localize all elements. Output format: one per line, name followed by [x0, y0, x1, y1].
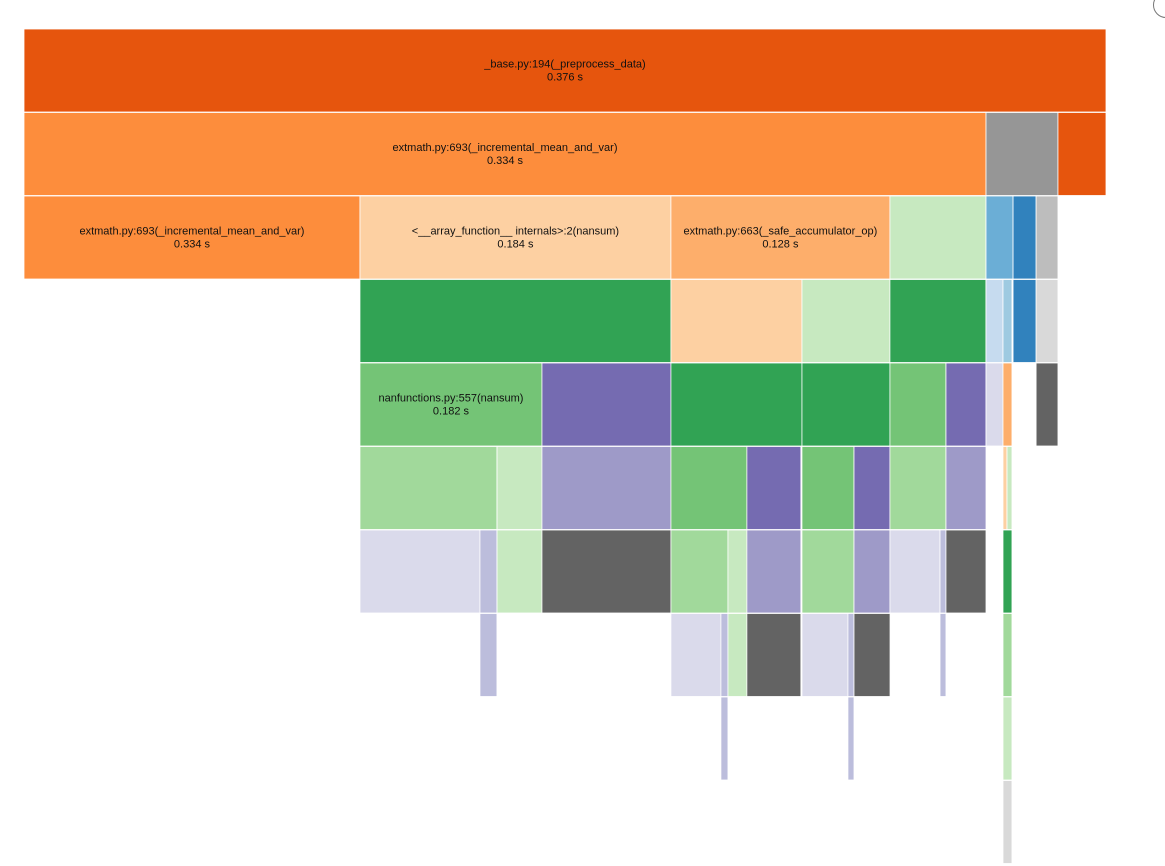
- icicle-cell-n6l[interactable]: [945, 529, 987, 614]
- icicle-cell-n2b[interactable]: [359, 195, 672, 280]
- icicle-cell-n2g[interactable]: [1035, 195, 1059, 280]
- icicle-cell-n4b[interactable]: [541, 362, 672, 447]
- icicle-cell-n5f[interactable]: [801, 446, 855, 530]
- icicle-cell-n5g[interactable]: [853, 446, 891, 530]
- icicle-cell-n4f[interactable]: [945, 362, 987, 447]
- cell-label-n2b: <__array_function__ internals>:2(nansum): [412, 226, 619, 238]
- icicle-cell-n3b[interactable]: [670, 279, 803, 363]
- chart-labels: _base.py:194(_preprocess_data)0.376 s ext…: [79, 59, 877, 418]
- icicle-cell-n5d[interactable]: [670, 446, 748, 530]
- icicle-cell-n7c[interactable]: [720, 613, 729, 697]
- icicle-cell-n8b[interactable]: [847, 696, 855, 781]
- icicle-cell-n6c[interactable]: [496, 529, 543, 614]
- icicle-cell-n3f[interactable]: [1002, 279, 1013, 363]
- icicle-cell-n2c[interactable]: [670, 195, 891, 280]
- icicle-cell-n7f[interactable]: [801, 613, 849, 697]
- icicle-cell-n6h[interactable]: [801, 529, 855, 614]
- icicle-cell-n2e[interactable]: [985, 195, 1014, 280]
- icicle-cell-n7d[interactable]: [727, 613, 748, 697]
- cell-label-n2c: extmath.py:663(_safe_accumulator_op): [684, 226, 878, 238]
- chart-cells: [23, 28, 1107, 864]
- icicle-cell-n3g[interactable]: [1012, 279, 1037, 363]
- icicle-cell-n6b[interactable]: [479, 529, 498, 614]
- icicle-cell-n7i[interactable]: [939, 613, 947, 697]
- icicle-cell-n3a[interactable]: [359, 279, 672, 363]
- icicle-cell-n5k[interactable]: [1006, 446, 1013, 530]
- icicle-cell-n4i[interactable]: [1035, 362, 1059, 447]
- icicle-cell-n7g[interactable]: [847, 613, 855, 697]
- cell-label-n1a: extmath.py:693(_incremental_mean_and_var…: [392, 142, 617, 154]
- icicle-cell-n4c[interactable]: [670, 362, 803, 447]
- icicle-cell-n4e[interactable]: [889, 362, 947, 447]
- icicle-cell-n6k[interactable]: [939, 529, 947, 614]
- icicle-cell-n2f[interactable]: [1012, 195, 1037, 280]
- icicle-cell-n3d[interactable]: [889, 279, 987, 363]
- icicle-cell-n7e[interactable]: [746, 613, 802, 697]
- icicle-cell-n4a[interactable]: [359, 362, 543, 447]
- icicle-cell-n5a[interactable]: [359, 446, 498, 530]
- icicle-cell-n6i[interactable]: [853, 529, 891, 614]
- cell-duration-n2a: 0.334 s: [174, 239, 211, 251]
- icicle-cell-n6j[interactable]: [889, 529, 941, 614]
- icicle-cell-n4d[interactable]: [801, 362, 891, 447]
- icicle-cell-n5c[interactable]: [541, 446, 672, 530]
- cell-duration-n1a: 0.334 s: [487, 155, 524, 167]
- icicle-cell-n6f[interactable]: [727, 529, 748, 614]
- icicle-cell-n3h[interactable]: [1035, 279, 1059, 363]
- cell-duration-n4a: 0.182 s: [433, 406, 470, 418]
- icicle-cell-n7b[interactable]: [670, 613, 722, 697]
- icicle-cell-n6d[interactable]: [541, 529, 672, 614]
- icicle-cell-n1b[interactable]: [985, 112, 1059, 196]
- cell-label-root: _base.py:194(_preprocess_data): [483, 59, 645, 71]
- icicle-cell-n7j[interactable]: [1002, 613, 1013, 697]
- icicle-cell-n6e[interactable]: [670, 529, 729, 614]
- cell-duration-n2c: 0.128 s: [762, 239, 799, 251]
- icicle-cell-n3c[interactable]: [801, 279, 891, 363]
- icicle-cell-n2a[interactable]: [23, 195, 361, 280]
- icicle-cell-n7h[interactable]: [853, 613, 891, 697]
- icicle-cell-n5h[interactable]: [889, 446, 947, 530]
- icicle-cell-n8a[interactable]: [720, 696, 729, 781]
- cell-label-n2a: extmath.py:693(_incremental_mean_and_var…: [79, 226, 304, 238]
- icicle-cell-n6g[interactable]: [746, 529, 802, 614]
- icicle-cell-n5b[interactable]: [496, 446, 543, 530]
- icicle-cell-n3e[interactable]: [985, 279, 1004, 363]
- icicle-cell-n2d[interactable]: [889, 195, 987, 280]
- icicle-cell-root[interactable]: [23, 28, 1107, 113]
- icicle-cell-n6a[interactable]: [359, 529, 481, 614]
- icicle-cell-n1a[interactable]: [23, 112, 987, 196]
- icicle-cell-n9a[interactable]: [1002, 780, 1013, 864]
- icicle-cell-n5j[interactable]: [1002, 446, 1008, 530]
- icicle-cell-n5e[interactable]: [746, 446, 802, 530]
- icicle-cell-n6m[interactable]: [1002, 529, 1013, 614]
- icicle-cell-n5i[interactable]: [945, 446, 987, 530]
- icicle-cell-n8c[interactable]: [1002, 696, 1013, 781]
- cell-label-n4a: nanfunctions.py:557(nansum): [378, 393, 523, 405]
- icicle-cell-n4h[interactable]: [1002, 362, 1013, 447]
- icicle-cell-n7a[interactable]: [479, 613, 498, 697]
- icicle-cell-n4g[interactable]: [985, 362, 1004, 447]
- cell-duration-n2b: 0.184 s: [497, 239, 534, 251]
- icicle-cell-n1c[interactable]: [1057, 112, 1107, 196]
- cell-duration-root: 0.376 s: [547, 72, 584, 84]
